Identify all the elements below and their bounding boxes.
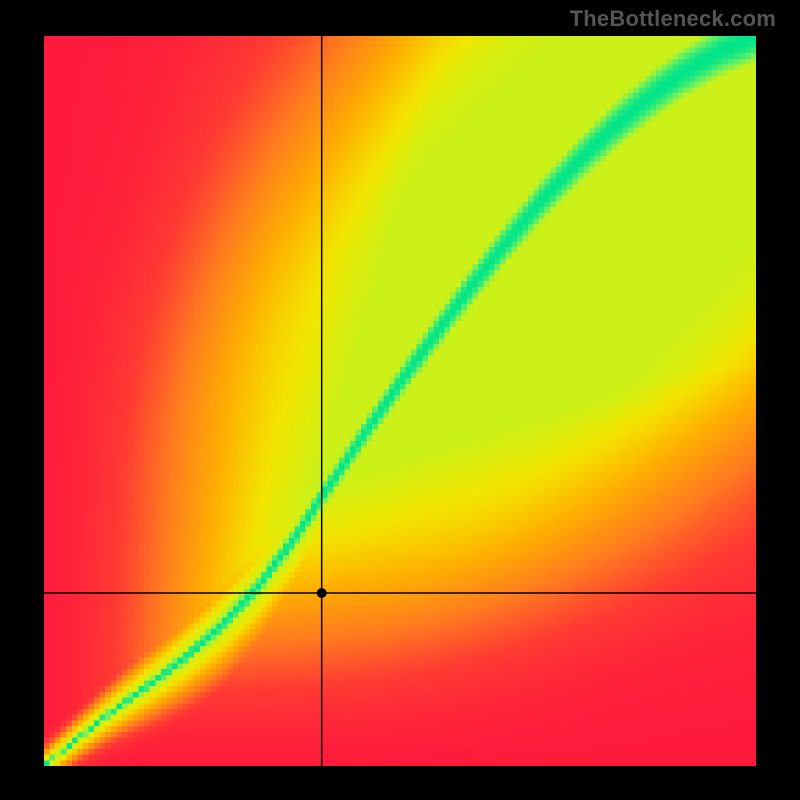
watermark-text: TheBottleneck.com xyxy=(570,6,776,32)
figure-stage: TheBottleneck.com xyxy=(0,0,800,800)
bottleneck-heatmap xyxy=(44,36,756,766)
